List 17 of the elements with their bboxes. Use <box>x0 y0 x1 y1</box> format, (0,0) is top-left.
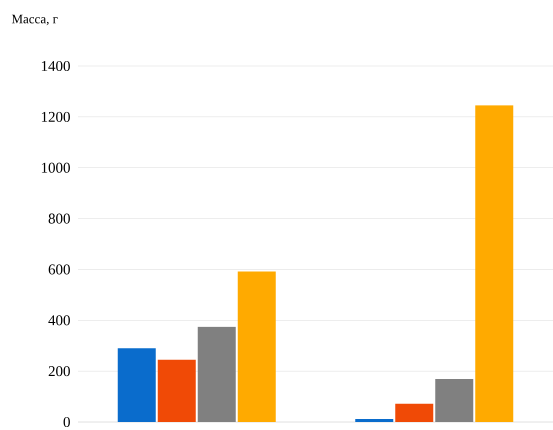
bar <box>435 379 474 422</box>
bar <box>238 271 276 422</box>
y-tick-label: 800 <box>48 214 70 224</box>
y-tick-label: 1200 <box>42 112 70 122</box>
y-tick-label: 0 <box>64 416 70 428</box>
bar <box>395 404 434 422</box>
y-tick-label: 400 <box>48 315 70 326</box>
bar <box>158 360 196 422</box>
bar <box>355 418 394 422</box>
bar <box>198 326 236 422</box>
y-tick-label: 200 <box>48 366 70 376</box>
y-tick-label: 1400 <box>42 60 70 72</box>
bar <box>475 105 514 422</box>
y-axis-title: Масса, г <box>12 14 58 26</box>
y-tick-label: 1000 <box>42 162 70 173</box>
y-tick-label: 600 <box>48 264 70 274</box>
bar <box>118 348 156 422</box>
